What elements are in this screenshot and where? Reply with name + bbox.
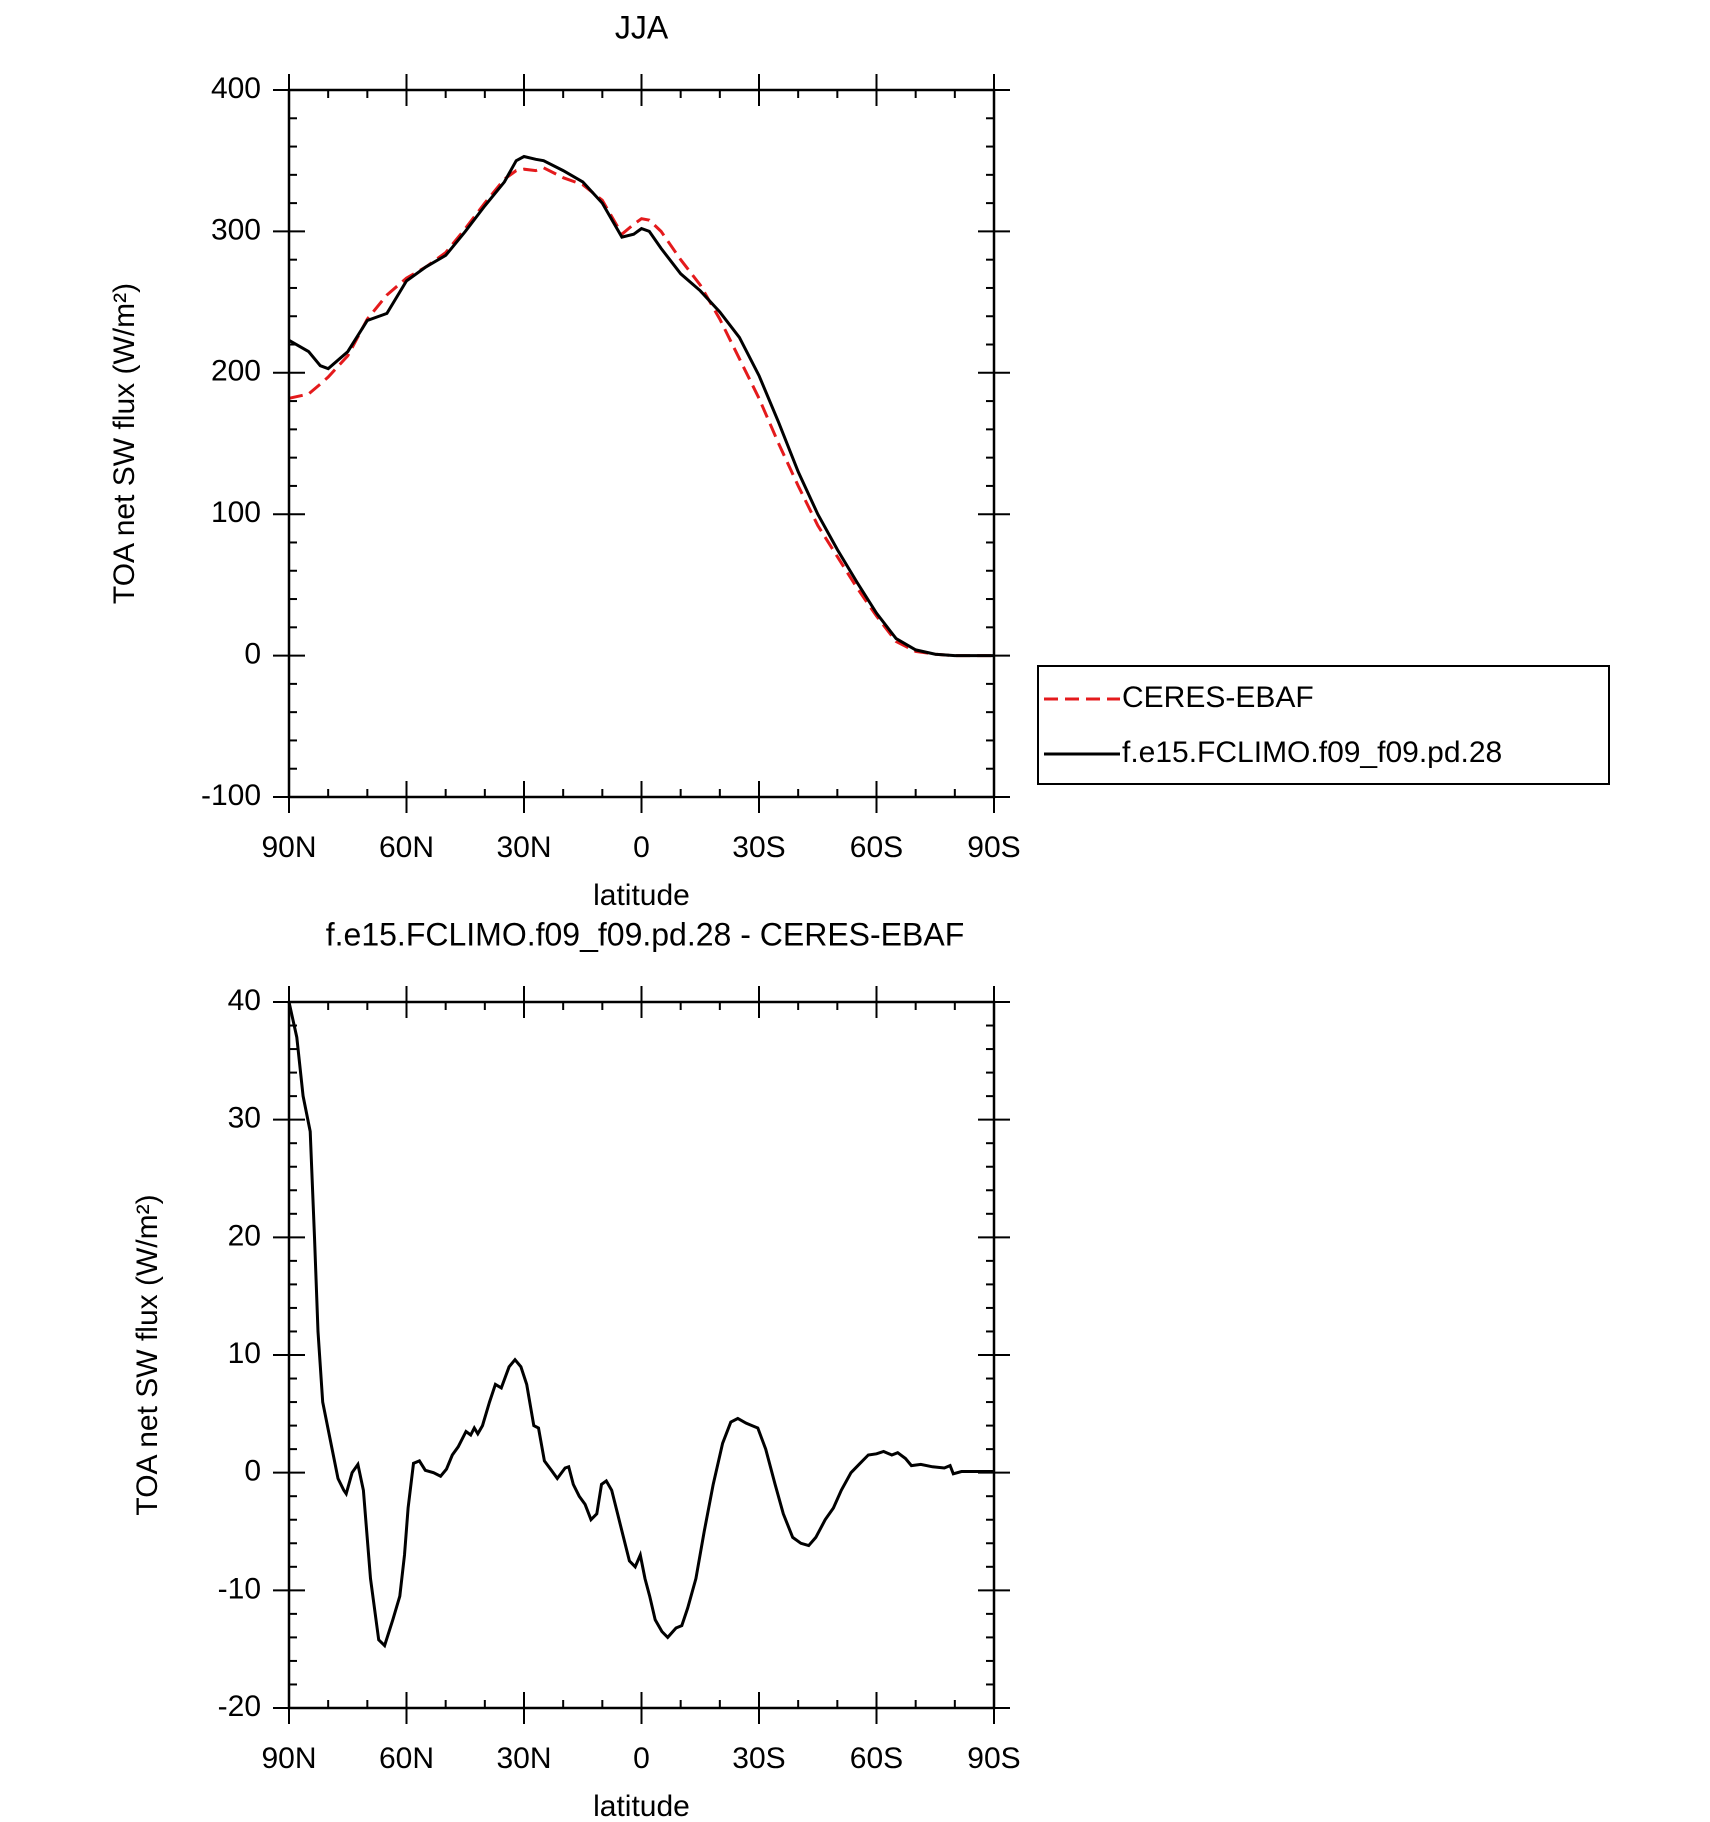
y-axis-label: TOA net SW flux (W/m²): [131, 1194, 164, 1515]
y-tick-label: -20: [218, 1690, 261, 1723]
x-axis-label: latitude: [593, 879, 690, 912]
y-tick-label: -10: [218, 1572, 261, 1605]
y-axis-label: TOA net SW flux (W/m²): [108, 283, 141, 604]
x-tick-label: 60S: [850, 831, 903, 864]
y-tick-label: 30: [228, 1102, 261, 1135]
y-tick-label: 20: [228, 1219, 261, 1252]
x-tick-label: 90N: [261, 831, 316, 864]
x-tick-label: 0: [633, 831, 650, 864]
x-tick-label: 30S: [732, 1742, 785, 1775]
legend-label: CERES-EBAF: [1122, 681, 1314, 714]
data-line: [288, 154, 994, 658]
chart-title: JJA: [615, 9, 669, 45]
data-line: [288, 166, 994, 658]
x-tick-label: 90N: [261, 1742, 316, 1775]
y-tick-label: 0: [244, 638, 261, 671]
y-tick-label: 400: [211, 72, 261, 105]
y-tick-label: 200: [211, 355, 261, 388]
y-tick-label: 40: [228, 984, 261, 1017]
plot-frame: [287, 1000, 996, 1710]
legend-box: [1037, 665, 1610, 785]
x-tick-label: 30N: [496, 1742, 551, 1775]
x-axis-label: latitude: [593, 1790, 690, 1822]
plot-frame: [287, 88, 996, 799]
y-tick-label: 300: [211, 213, 261, 246]
x-tick-label: 90S: [967, 831, 1020, 864]
x-tick-label: 30S: [732, 831, 785, 864]
x-tick-label: 60N: [379, 1742, 434, 1775]
x-tick-label: 60N: [379, 831, 434, 864]
x-tick-label: 30N: [496, 831, 551, 864]
y-tick-label: 10: [228, 1337, 261, 1370]
y-tick-label: -100: [201, 779, 261, 812]
y-tick-label: 0: [244, 1455, 261, 1488]
x-tick-label: 90S: [967, 1742, 1020, 1775]
data-line: [287, 1001, 994, 1649]
legend-label: f.e15.FCLIMO.f09_f09.pd.28: [1122, 736, 1502, 769]
y-tick-label: 100: [211, 496, 261, 529]
x-tick-label: 0: [633, 1742, 650, 1775]
chart-title: f.e15.FCLIMO.f09_f09.pd.28 - CERES-EBAF: [326, 916, 965, 952]
x-tick-label: 60S: [850, 1742, 903, 1775]
